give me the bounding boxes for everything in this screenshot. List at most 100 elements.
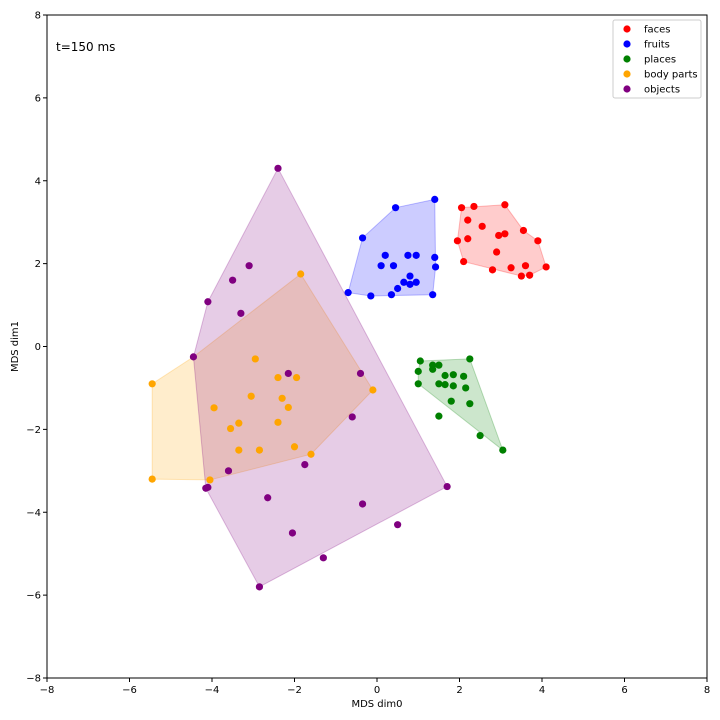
point-faces	[521, 262, 530, 270]
legend-label-objects: objects	[644, 85, 680, 96]
point-objects	[229, 276, 237, 284]
point-objects	[274, 164, 282, 172]
point-fruits	[429, 291, 437, 299]
legend: faces fruits places body parts objects	[612, 19, 702, 99]
point-places	[435, 380, 443, 388]
point-layer	[148, 164, 550, 591]
x-tick-label: 0	[374, 685, 380, 696]
point-objects	[245, 262, 253, 270]
hull-fruits	[347, 198, 437, 297]
point-objects	[189, 353, 198, 361]
point-faces	[488, 266, 497, 274]
point-objects	[224, 467, 233, 475]
x-tick-label: −8	[40, 685, 55, 696]
point-places	[441, 371, 449, 380]
point-body-parts	[307, 450, 315, 458]
point-body-parts	[148, 475, 156, 483]
hull-layer	[151, 167, 547, 588]
point-faces	[507, 264, 515, 272]
hull-places	[417, 358, 504, 452]
x-tick-label: 4	[539, 685, 545, 696]
x-tick-label: 8	[704, 685, 710, 696]
point-body-parts	[148, 380, 156, 388]
point-body-parts	[210, 404, 218, 412]
legend-marker-faces	[623, 25, 631, 33]
point-fruits	[431, 195, 439, 203]
point-objects	[284, 369, 292, 378]
legend-label-body-parts: body parts	[644, 70, 698, 81]
x-tick-label: −4	[205, 685, 220, 696]
point-objects	[255, 583, 264, 591]
tick-layer: −8 −6 −4 −2 0 2 4 6 8 −8 −6 −4 −2 0 2 4 6 8	[26, 11, 710, 697]
point-objects	[202, 484, 210, 492]
point-places	[447, 397, 455, 405]
legend-label-places: places	[644, 55, 676, 66]
point-objects	[356, 369, 365, 378]
y-axis-label: MDS dim1	[10, 321, 21, 372]
point-fruits	[406, 280, 414, 288]
point-places	[429, 365, 437, 373]
point-objects	[348, 413, 356, 421]
legend-frame	[612, 19, 702, 99]
point-fruits	[404, 251, 412, 259]
point-faces	[534, 237, 542, 245]
time-annotation: t=150 ms	[56, 40, 115, 54]
point-objects	[237, 309, 245, 317]
x-tick-label: 2	[456, 685, 462, 696]
point-body-parts	[251, 355, 259, 363]
point-body-parts	[235, 419, 243, 427]
point-faces	[464, 216, 472, 224]
point-body-parts	[274, 373, 282, 382]
legend-marker-objects	[623, 85, 631, 93]
x-tick-label: −2	[287, 685, 302, 696]
legend-label-faces: faces	[644, 25, 671, 36]
point-body-parts	[274, 418, 282, 426]
legend-marker-places	[623, 55, 631, 63]
point-fruits	[389, 262, 398, 270]
y-tick-label: 4	[35, 176, 41, 187]
point-places	[414, 380, 422, 388]
point-faces	[517, 272, 525, 280]
point-faces	[453, 237, 462, 245]
point-fruits	[367, 292, 375, 300]
legend-label-fruits: fruits	[644, 40, 670, 51]
point-faces	[464, 235, 472, 243]
y-tick-label: −4	[26, 508, 41, 519]
y-tick-label: 0	[35, 342, 41, 353]
point-fruits	[391, 204, 400, 212]
point-objects	[358, 500, 367, 508]
point-faces	[519, 226, 528, 235]
point-fruits	[394, 284, 402, 293]
point-places	[449, 371, 457, 379]
point-faces	[493, 248, 501, 256]
point-fruits	[377, 262, 385, 270]
point-fruits	[412, 278, 420, 286]
point-body-parts	[278, 394, 286, 402]
point-body-parts	[226, 424, 235, 433]
point-places	[476, 431, 484, 440]
point-faces	[542, 263, 550, 271]
point-places	[435, 361, 443, 369]
point-places	[441, 381, 449, 389]
point-body-parts	[290, 443, 299, 451]
y-tick-label: 2	[35, 259, 41, 270]
point-faces	[470, 202, 478, 211]
point-fruits	[344, 289, 352, 297]
y-tick-label: −8	[26, 674, 41, 685]
point-fruits	[412, 251, 420, 259]
point-places	[499, 446, 507, 454]
point-body-parts	[284, 403, 292, 412]
point-objects	[301, 460, 309, 469]
point-fruits	[387, 291, 396, 299]
x-tick-label: 6	[621, 685, 627, 696]
x-axis-label: MDS dim0	[351, 699, 402, 710]
point-places	[414, 367, 422, 375]
point-fruits	[358, 234, 367, 242]
point-fruits	[400, 278, 408, 286]
point-faces	[501, 230, 509, 238]
point-objects	[394, 521, 402, 529]
x-tick-label: −6	[122, 685, 137, 696]
point-places	[449, 382, 457, 390]
point-body-parts	[206, 476, 214, 484]
legend-marker-fruits	[623, 40, 631, 48]
